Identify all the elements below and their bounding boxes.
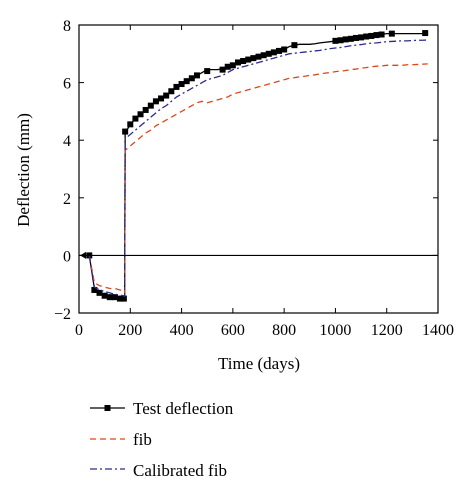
- series-marker-test-deflection: [291, 42, 298, 49]
- series-marker-test-deflection: [219, 66, 226, 73]
- series-line-fib: [88, 63, 428, 294]
- x-tick-label: 800: [272, 322, 296, 339]
- axes: [78, 24, 439, 314]
- series-marker-test-deflection: [352, 34, 359, 41]
- plot-area: [86, 30, 429, 302]
- series-marker-test-deflection: [142, 106, 149, 113]
- series-marker-test-deflection: [147, 102, 154, 109]
- series-marker-test-deflection: [363, 33, 370, 40]
- legend-marker-test-deflection: [104, 405, 111, 411]
- y-tick-label: 0: [63, 248, 71, 265]
- series-marker-test-deflection: [127, 121, 134, 128]
- series-marker-test-deflection: [368, 32, 375, 39]
- tick-marks: [78, 24, 439, 314]
- x-axis-label: Time (days): [218, 354, 300, 373]
- y-tick-label: −2: [54, 306, 71, 323]
- x-tick-label: 1000: [319, 322, 351, 339]
- x-tick-label: 0: [75, 322, 83, 339]
- x-tick-label: 200: [118, 322, 142, 339]
- legend-label-fib: fib: [133, 430, 152, 449]
- series-marker-test-deflection: [265, 50, 272, 57]
- series-line-calibrated-fib: [88, 39, 428, 298]
- series-marker-test-deflection: [229, 62, 236, 69]
- legend-label-test-deflection: Test deflection: [133, 399, 234, 418]
- y-tick-label: 2: [63, 191, 71, 208]
- series-marker-test-deflection: [152, 98, 159, 105]
- series-marker-test-deflection: [422, 30, 429, 37]
- series-marker-test-deflection: [337, 37, 344, 44]
- series-marker-test-deflection: [101, 292, 108, 299]
- legend-label-calibrated-fib: Calibrated fib: [133, 461, 227, 480]
- legend-item-calibrated-fib: Calibrated fib: [90, 461, 227, 480]
- series-marker-test-deflection: [240, 58, 247, 64]
- series-marker-test-deflection: [234, 59, 241, 66]
- series-marker-test-deflection: [224, 63, 231, 70]
- series-marker-test-deflection: [96, 289, 103, 296]
- series-line-test-deflection: [88, 32, 428, 301]
- series-marker-test-deflection: [270, 49, 277, 56]
- series-marker-test-deflection: [388, 30, 395, 37]
- y-axis-label: Deflection (mm): [14, 113, 33, 227]
- series-marker-test-deflection: [378, 31, 385, 38]
- series-marker-test-deflection: [106, 294, 113, 301]
- series-marker-test-deflection: [193, 72, 200, 79]
- series-marker-test-deflection: [250, 55, 257, 62]
- series-marker-test-deflection: [342, 36, 349, 43]
- series-marker-test-deflection: [132, 115, 139, 122]
- series-marker-test-deflection: [122, 128, 129, 135]
- series-marker-test-deflection: [373, 32, 380, 39]
- series-marker-test-deflection: [168, 88, 175, 95]
- series-marker-test-deflection: [347, 35, 354, 42]
- series-marker-test-deflection: [163, 92, 170, 99]
- x-tick-label: 1200: [371, 322, 403, 339]
- legend-item-test-deflection: Test deflection: [90, 399, 234, 418]
- plot-frame: [78, 24, 439, 314]
- series-marker-test-deflection: [158, 95, 165, 102]
- series-marker-test-deflection: [358, 34, 365, 41]
- x-tick-label: 600: [221, 322, 245, 339]
- x-tick-label: 1400: [422, 322, 454, 339]
- series-marker-test-deflection: [281, 46, 288, 53]
- series-marker-test-deflection: [332, 37, 339, 44]
- series-marker-test-deflection: [120, 295, 127, 302]
- series-marker-test-deflection: [245, 56, 252, 63]
- series-marker-test-deflection: [260, 52, 267, 59]
- series-marker-test-deflection: [188, 75, 195, 82]
- legend-item-fib: fib: [90, 430, 152, 449]
- series-marker-test-deflection: [255, 53, 262, 60]
- series-marker-test-deflection: [178, 81, 185, 88]
- series-marker-test-deflection: [276, 47, 283, 54]
- y-tick-label: 4: [63, 133, 71, 150]
- series-marker-test-deflection: [111, 294, 118, 301]
- series-marker-test-deflection: [117, 295, 124, 302]
- series-marker-test-deflection: [137, 111, 144, 118]
- legend: Test deflection fib Calibrated fib: [90, 399, 234, 480]
- series-marker-test-deflection: [204, 68, 211, 75]
- y-tick-label: 6: [63, 76, 71, 93]
- series-marker-test-deflection: [173, 83, 180, 90]
- series-marker-test-deflection: [91, 286, 98, 293]
- series-marker-test-deflection: [183, 78, 190, 85]
- y-tick-label: 8: [63, 18, 71, 35]
- x-tick-label: 400: [170, 322, 194, 339]
